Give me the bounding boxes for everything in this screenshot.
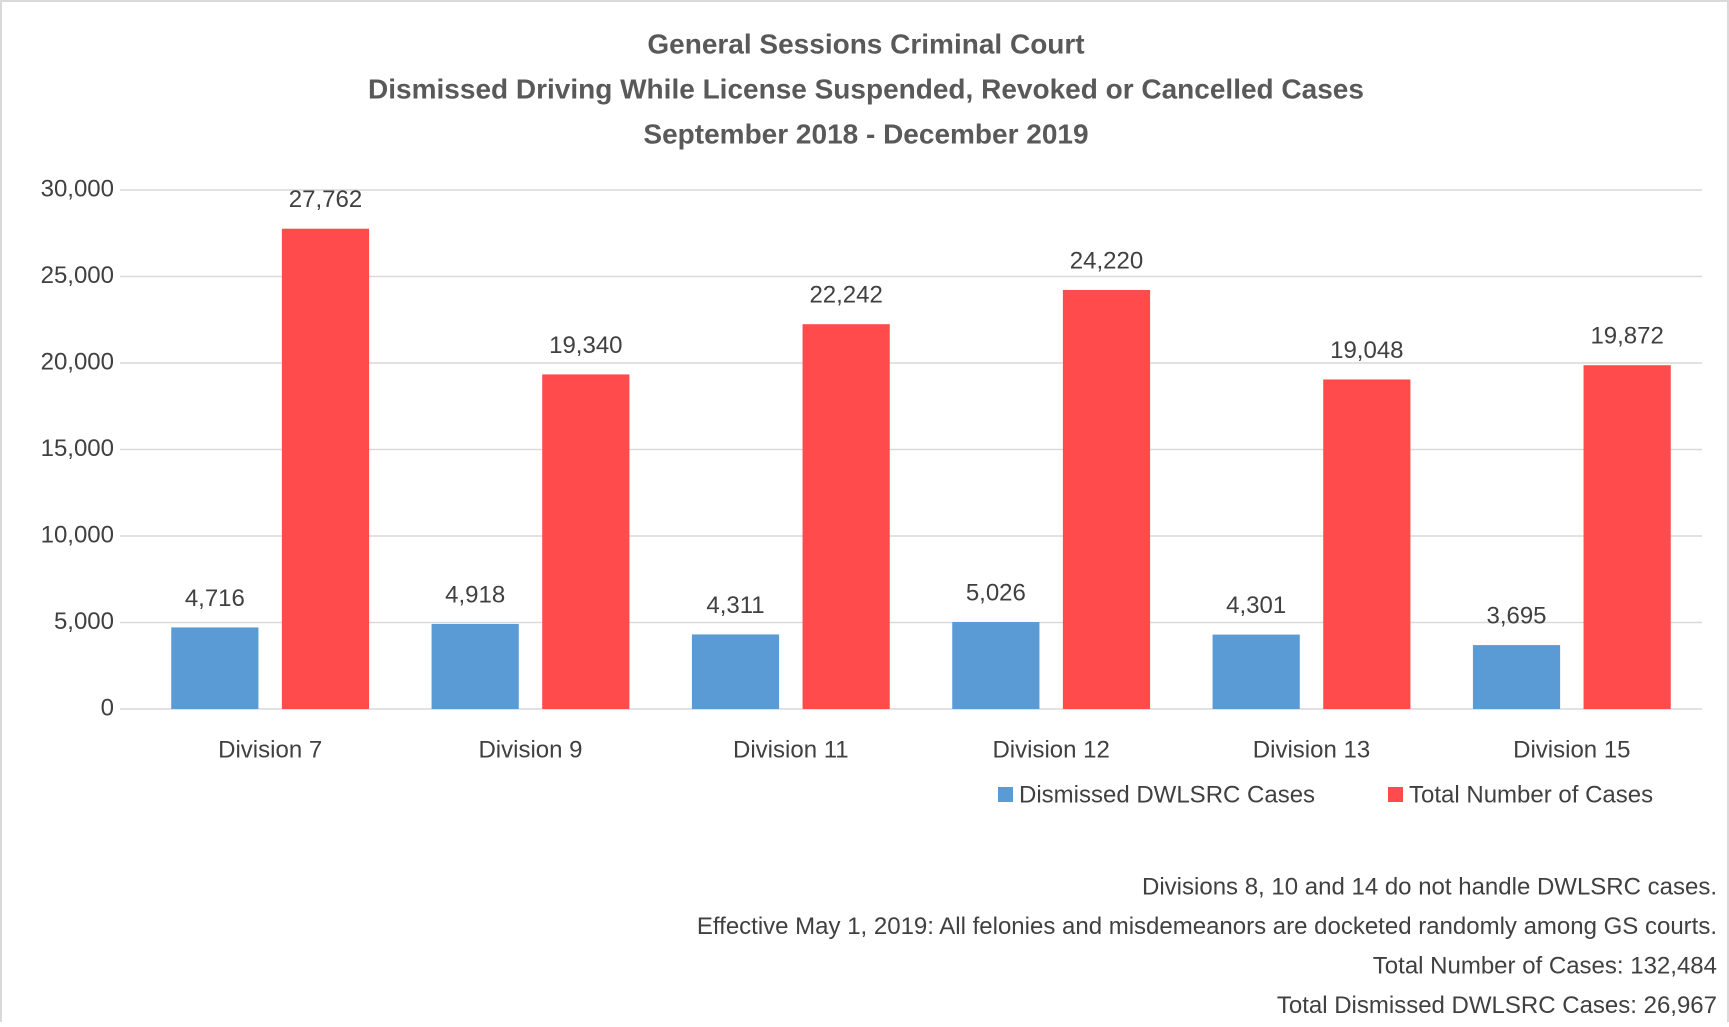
bar [1062,289,1151,709]
bar [431,623,519,709]
x-tick-label: Division 11 [733,736,849,763]
bar [1212,634,1300,709]
chart-title: September 2018 - December 2019 [643,118,1088,149]
bar [1583,365,1671,709]
data-label: 27,762 [289,186,362,213]
bar [1323,379,1411,709]
data-label: 4,301 [1226,592,1286,619]
note: Effective May 1, 2019: All felonies and … [697,913,1717,940]
legend-swatch [998,787,1013,802]
bar [691,634,780,709]
bar [1472,645,1561,709]
y-tick-label: 0 [101,694,114,721]
y-tick-label: 10,000 [41,521,114,548]
note: Total Dismissed DWLSRC Cases: 26,967 [1277,992,1717,1019]
data-label: 4,918 [445,581,505,608]
note: Divisions 8, 10 and 14 do not handle DWL… [1142,873,1717,900]
y-tick-label: 5,000 [54,608,114,635]
data-label: 19,872 [1590,323,1663,350]
bar [171,627,259,709]
x-tick-label: Division 12 [992,736,1109,763]
data-label: 4,716 [185,585,245,612]
data-label: 3,695 [1486,602,1546,629]
legend-label: Dismissed DWLSRC Cases [1019,781,1315,808]
data-label: 4,311 [706,592,764,619]
y-tick-label: 25,000 [41,262,114,289]
x-tick-label: Division 15 [1513,736,1630,763]
data-label: 24,220 [1070,247,1143,274]
y-tick-label: 30,000 [41,175,114,202]
data-label: 22,242 [809,282,882,309]
legend-label: Total Number of Cases [1409,781,1653,808]
x-tick-label: Division 13 [1253,736,1370,763]
bar [802,324,890,709]
x-tick-label: Division 9 [478,736,582,763]
data-label: 5,026 [966,579,1026,606]
x-tick-label: Division 7 [218,736,322,763]
data-label: 19,340 [549,332,622,359]
bar [952,622,1040,709]
bar [542,374,630,709]
chart-title: Dismissed Driving While License Suspende… [368,73,1364,104]
y-tick-label: 20,000 [41,348,114,375]
y-tick-label: 15,000 [41,435,114,462]
bar [281,228,370,709]
data-label: 19,048 [1330,337,1403,364]
chart-title: General Sessions Criminal Court [647,28,1084,59]
note: Total Number of Cases: 132,484 [1373,952,1717,979]
legend-swatch [1388,787,1403,802]
